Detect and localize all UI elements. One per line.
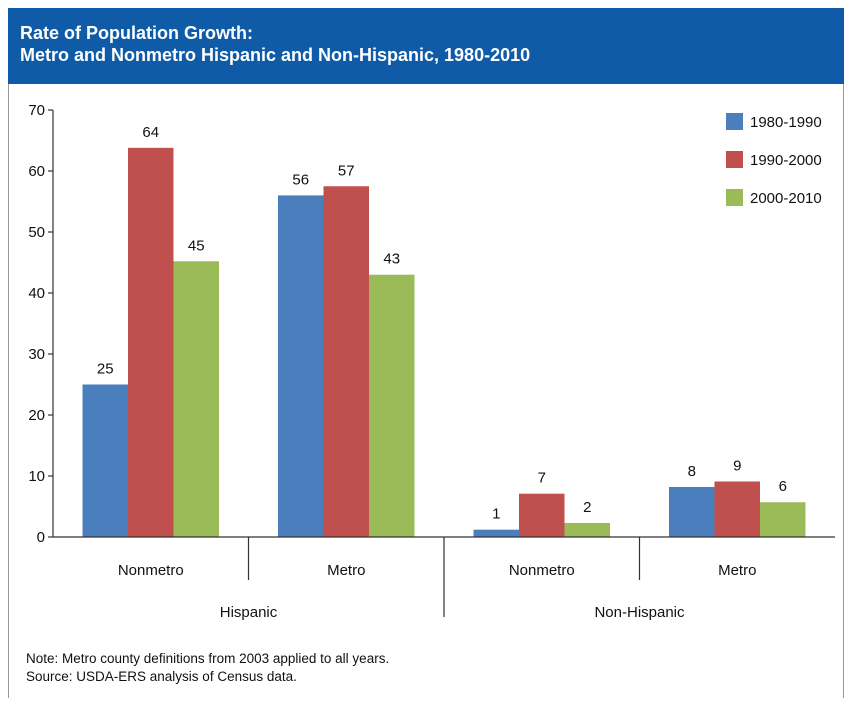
bar-value-label: 57 (338, 162, 355, 179)
chart-subtitle: Metro and Nonmetro Hispanic and Non-Hisp… (20, 45, 531, 65)
legend-swatch (726, 189, 743, 206)
bar-value-label: 56 (292, 171, 309, 188)
bar (519, 493, 565, 537)
legend-swatch (726, 151, 743, 168)
source-text: Source: USDA-ERS analysis of Census data… (26, 669, 297, 684)
bar-value-label: 2 (583, 499, 591, 516)
y-tick-label: 0 (37, 529, 45, 546)
bar (760, 502, 806, 537)
bar (473, 529, 519, 537)
y-tick-label: 70 (28, 102, 45, 119)
bar (173, 261, 219, 537)
bar-value-label: 64 (142, 124, 159, 141)
y-tick-label: 50 (28, 224, 45, 241)
bar (564, 522, 610, 537)
bar-value-label: 43 (383, 251, 400, 268)
y-tick-label: 40 (28, 285, 45, 302)
x-group-label: Non-Hispanic (594, 604, 685, 621)
x-category-label: Metro (718, 562, 756, 579)
x-category-label: Nonmetro (118, 562, 184, 579)
chart-header: Rate of Population Growth: Metro and Non… (8, 8, 844, 84)
bar (82, 384, 128, 537)
legend-label: 1980-1990 (750, 114, 822, 131)
y-tick-label: 60 (28, 163, 45, 180)
x-group-label: Hispanic (220, 604, 278, 621)
y-tick-label: 10 (28, 468, 45, 485)
y-tick-label: 30 (28, 346, 45, 363)
note-text: Note: Metro county definitions from 2003… (26, 651, 390, 666)
bar-value-label: 25 (97, 361, 114, 378)
legend-label: 1990-2000 (750, 152, 822, 169)
legend-swatch (726, 113, 743, 130)
bar (714, 481, 760, 537)
x-category-label: Nonmetro (509, 562, 575, 579)
bar-value-label: 6 (779, 478, 787, 495)
bar-value-label: 8 (688, 463, 696, 480)
bar-value-label: 9 (733, 457, 741, 474)
bar-value-label: 7 (538, 470, 546, 487)
chart-frame (8, 8, 844, 698)
bar-value-label: 1 (492, 506, 500, 523)
legend-label: 2000-2010 (750, 190, 822, 207)
y-tick-label: 20 (28, 407, 45, 424)
chart-title: Rate of Population Growth: (20, 23, 253, 43)
notes: Note: Metro county definitions from 2003… (26, 650, 389, 686)
x-category-label: Metro (327, 562, 365, 579)
bar-value-label: 45 (188, 237, 205, 254)
bar (323, 186, 369, 537)
bar (669, 486, 715, 537)
bar (128, 147, 174, 537)
bar (369, 274, 415, 537)
bar (278, 195, 324, 537)
